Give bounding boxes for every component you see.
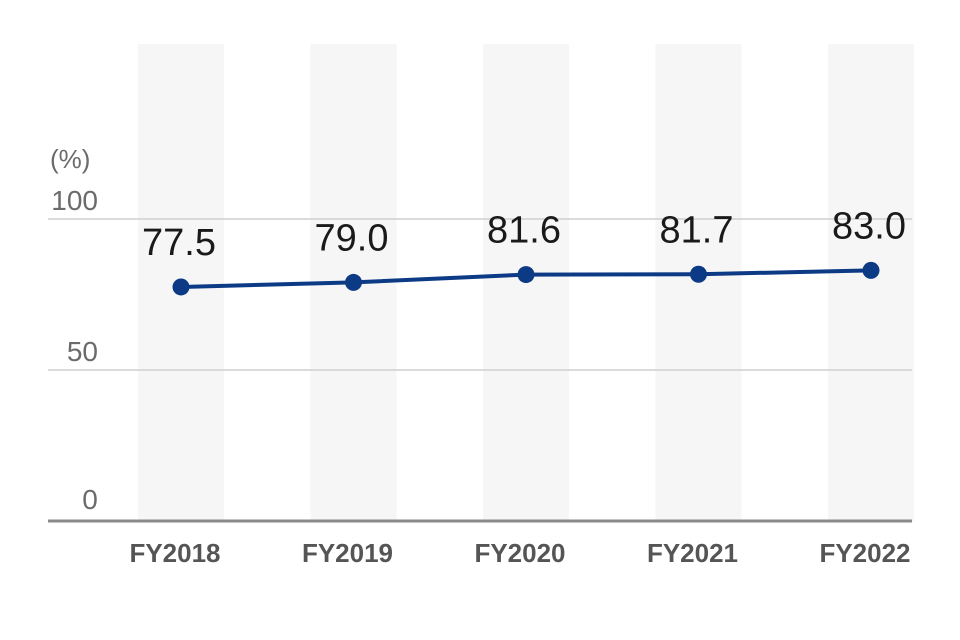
x-tick-label: FY2021 bbox=[647, 538, 738, 568]
gridlines bbox=[48, 218, 912, 523]
data-label: 79.0 bbox=[315, 217, 389, 259]
x-tick-label: FY2020 bbox=[474, 538, 565, 568]
y-tick-label: 50 bbox=[67, 336, 98, 367]
data-label: 77.5 bbox=[142, 222, 216, 264]
category-band bbox=[828, 44, 914, 521]
data-label: 83.0 bbox=[832, 205, 906, 247]
data-point bbox=[862, 261, 880, 279]
y-tick-label: 100 bbox=[51, 185, 98, 216]
x-tick-label: FY2019 bbox=[302, 538, 393, 568]
series-group bbox=[172, 261, 880, 296]
data-label: 81.7 bbox=[660, 209, 734, 251]
x-tick-label: FY2018 bbox=[129, 538, 220, 568]
data-point bbox=[345, 273, 362, 291]
data-labels: 77.5 79.0 81.6 81.7 83.0 bbox=[142, 205, 906, 264]
data-point bbox=[517, 266, 535, 284]
data-label: 81.6 bbox=[487, 210, 561, 252]
x-axis: FY2018 FY2019 FY2020 FY2021 FY2022 bbox=[129, 538, 910, 568]
y-axis: (%) 0 50 100 bbox=[50, 144, 98, 515]
y-axis-unit: (%) bbox=[50, 144, 90, 174]
data-point bbox=[690, 265, 707, 283]
x-tick-label: FY2022 bbox=[819, 538, 910, 568]
y-tick-label: 0 bbox=[82, 484, 98, 515]
data-point bbox=[172, 278, 190, 296]
